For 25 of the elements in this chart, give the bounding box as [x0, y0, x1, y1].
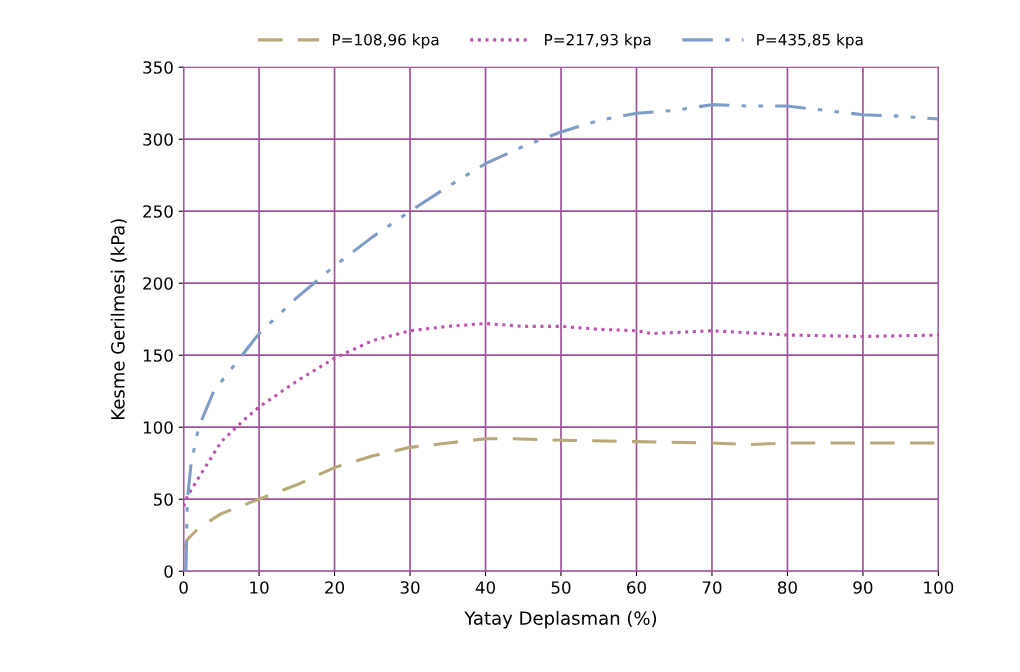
x-tick-label: 100: [924, 581, 954, 594]
y-tick-label: 250: [143, 205, 173, 218]
x-tick-label: 10: [250, 581, 269, 594]
x-tick-label: 40: [475, 581, 496, 594]
y-axis-title: Kesme Gerilmesi (kPa): [110, 219, 127, 419]
x-tick-label: 90: [853, 581, 873, 594]
legend-label: P=435,85 kpa: [757, 33, 863, 49]
y-tick-label: 0: [164, 565, 173, 578]
x-axis-title: Yatay Deplasman (%): [464, 610, 657, 629]
y-tick-label: 100: [143, 421, 173, 434]
line-series: [183, 321, 939, 508]
y-tick-label: 200: [143, 277, 173, 290]
y-tick-label: 300: [143, 133, 173, 146]
x-tick-label: 70: [702, 581, 722, 594]
x-tick-label: 0: [179, 581, 188, 594]
x-tick-label: 30: [400, 581, 420, 594]
y-tick-label: 50: [153, 493, 173, 506]
x-tick-label: 80: [777, 581, 797, 594]
y-tick-label: 350: [143, 61, 173, 74]
x-tick-label: 20: [325, 581, 345, 594]
legend-label: P=217,93 kpa: [545, 33, 651, 49]
x-tick-label: 60: [627, 581, 646, 594]
x-tick-label: 50: [551, 581, 571, 594]
legend-label: P=108,96 kpa: [332, 33, 439, 49]
y-tick-label: 150: [143, 349, 173, 362]
